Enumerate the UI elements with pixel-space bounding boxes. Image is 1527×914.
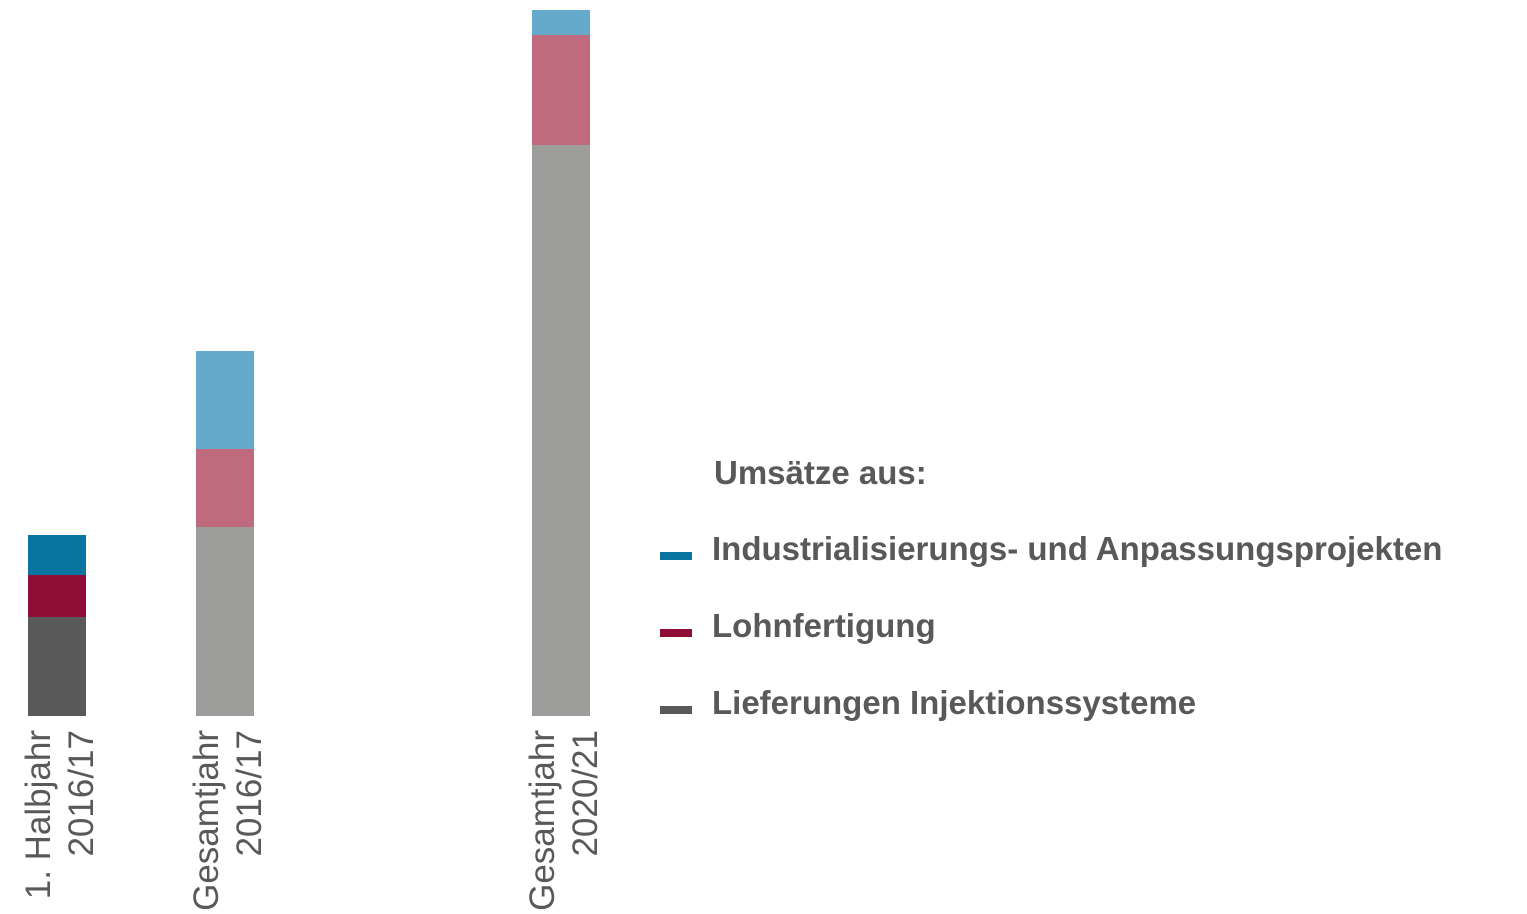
- x-tick-label: 2020/21: [566, 730, 605, 857]
- x-tick-label: 2016/17: [230, 730, 269, 857]
- legend-marker: [660, 706, 692, 714]
- bar-segment: [196, 449, 254, 527]
- legend-label: Industrialisierungs- und Anpassungsproje…: [712, 530, 1442, 567]
- bar-segment: [196, 527, 254, 716]
- x-tick-label: 2016/17: [62, 730, 101, 857]
- legend-label: Lieferungen Injektionssysteme: [712, 684, 1196, 721]
- bar-segment: [28, 575, 86, 617]
- legend-title: Umsätze aus:: [714, 454, 927, 491]
- bar-segment: [28, 535, 86, 575]
- legend-label: Lohnfertigung: [712, 607, 936, 644]
- legend-marker: [660, 552, 692, 560]
- x-tick-label: Gesamtjahr: [187, 730, 226, 911]
- bar-segment: [532, 35, 590, 145]
- bar-segment: [532, 145, 590, 716]
- bar-segment: [196, 351, 254, 449]
- bar-segment: [28, 617, 86, 716]
- x-tick-label: Gesamtjahr: [523, 730, 562, 911]
- bar-segment: [532, 10, 590, 35]
- x-tick-label: 1. Halbjahr: [19, 730, 58, 900]
- legend-marker: [660, 629, 692, 637]
